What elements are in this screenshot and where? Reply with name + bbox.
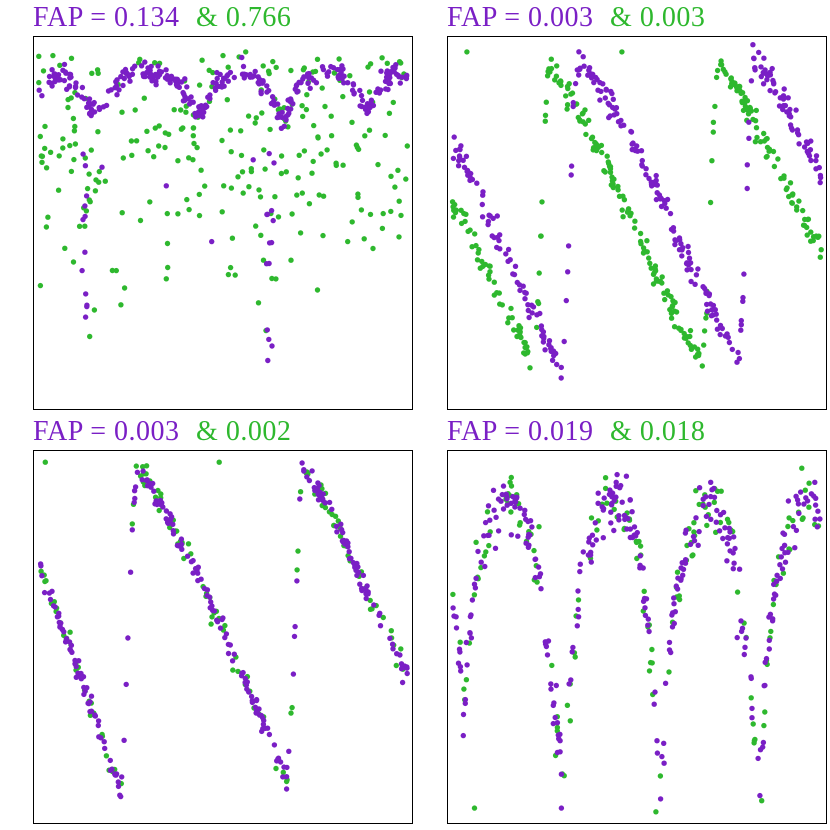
panel-top-left: FAP = 0.134 & 0.766 <box>33 2 413 410</box>
title-fap-purple: FAP = 0.003 <box>33 416 180 447</box>
panel-top-right: FAP = 0.003 & 0.003 <box>447 2 827 410</box>
title-fap-green: & 0.002 <box>196 416 292 447</box>
title-fap-green: & 0.766 <box>196 2 292 33</box>
title-fap-purple: FAP = 0.019 <box>447 416 594 447</box>
panel-bottom-right: FAP = 0.019 & 0.018 <box>447 416 827 824</box>
panel-title: FAP = 0.003 & 0.003 <box>447 2 827 36</box>
title-fap-green: & 0.018 <box>610 416 706 447</box>
title-fap-purple: FAP = 0.134 <box>33 2 180 33</box>
scatter-plot-top-left <box>33 36 413 410</box>
title-fap-green: & 0.003 <box>610 2 706 33</box>
title-fap-purple: FAP = 0.003 <box>447 2 594 33</box>
panel-title: FAP = 0.003 & 0.002 <box>33 416 413 450</box>
scatter-plot-bottom-right <box>447 450 827 824</box>
panel-bottom-left: FAP = 0.003 & 0.002 <box>33 416 413 824</box>
panel-title: FAP = 0.019 & 0.018 <box>447 416 827 450</box>
scatter-plot-bottom-left <box>33 450 413 824</box>
panel-title: FAP = 0.134 & 0.766 <box>33 2 413 36</box>
scatter-plot-top-right <box>447 36 827 410</box>
